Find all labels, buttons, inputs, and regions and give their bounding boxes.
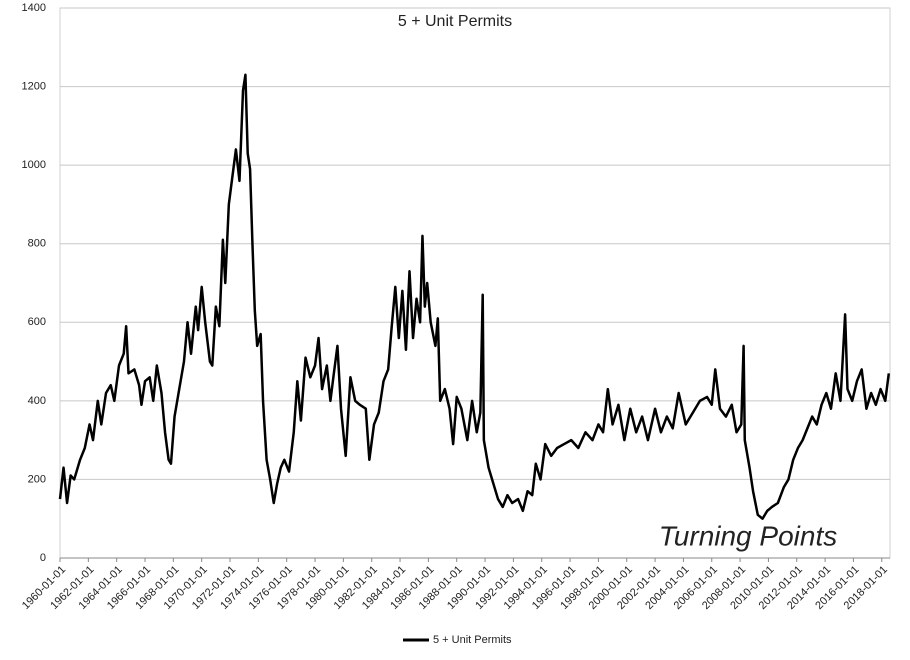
y-tick-label: 1000 [22,159,46,171]
chart-title: 5 + Unit Permits [398,13,512,30]
data-line [58,73,891,520]
y-tick-label: 800 [28,238,46,250]
y-tick-label: 600 [28,316,46,328]
legend-label: 5 + Unit Permits [433,634,512,646]
annotation: Turning Points [659,520,837,551]
y-tick-label: 400 [28,395,46,407]
y-tick-label: 0 [40,552,46,564]
y-tick-label: 1200 [22,80,46,92]
y-tick-label: 1400 [22,2,46,14]
plot-frame [59,7,891,559]
y-tick-label: 200 [28,473,46,485]
